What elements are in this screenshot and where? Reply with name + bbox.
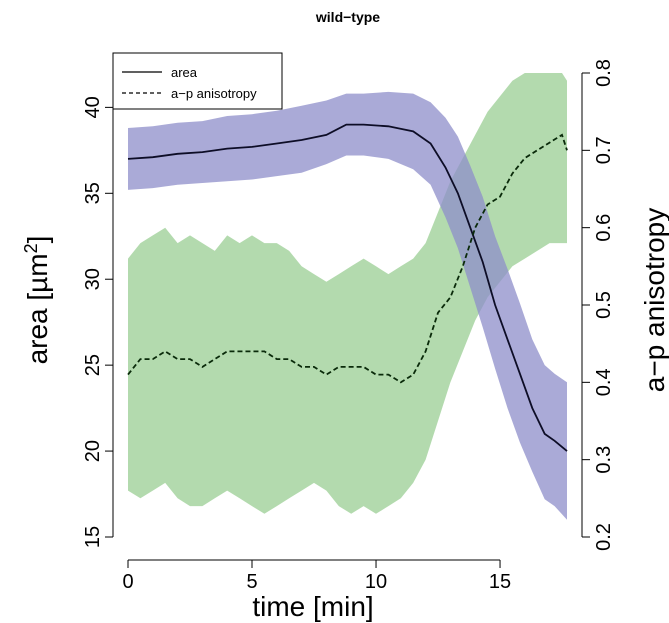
series-line-anisotropy: [127, 133, 568, 384]
y-right-tick-label: 0.7: [593, 136, 615, 164]
y-axis-right-label: a−p anisotropy: [639, 208, 669, 392]
x-axis-label: time [min]: [252, 591, 373, 622]
y-left-tick-label: 40: [82, 96, 104, 118]
legend-box: [112, 52, 283, 110]
confidence-bands: [128, 73, 567, 520]
y-axis-left: 15 20 25 30 35 40: [82, 96, 114, 548]
x-tick-label: 0: [122, 571, 133, 593]
y-left-tick-label: 30: [82, 268, 104, 290]
y-axis-right: 0.2 0.3 0.4 0.5 0.6 0.7 0.8: [581, 59, 615, 551]
y-axis-left-label-main: area [µm: [22, 253, 53, 364]
band-area: [128, 91, 567, 520]
x-axis: 0 5 10 15: [122, 559, 511, 593]
y-left-tick-label: 35: [82, 182, 104, 204]
y-right-tick-label: 0.8: [593, 59, 615, 87]
x-tick-label: 15: [489, 571, 511, 593]
y-right-tick-label: 0.6: [593, 214, 615, 242]
legend-label-anisotropy: a−p anisotropy: [171, 86, 257, 101]
y-left-tick-label: 15: [82, 526, 104, 548]
series-lines: [127, 123, 568, 452]
y-axis-left-label: area [µm2]: [21, 236, 53, 365]
y-right-tick-label: 0.2: [593, 523, 615, 551]
legend: area a−p anisotropy: [112, 52, 283, 110]
y-right-tick-label: 0.5: [593, 291, 615, 319]
y-left-tick-label: 20: [82, 440, 104, 462]
y-left-tick-label: 25: [82, 354, 104, 376]
y-right-tick-label: 0.4: [593, 368, 615, 396]
y-axis-left-label-sup: 2: [21, 243, 41, 253]
y-axis-left-label-close: ]: [22, 236, 53, 244]
x-tick-label: 5: [246, 571, 257, 593]
x-tick-label: 10: [365, 571, 387, 593]
series-line-area: [127, 123, 568, 452]
legend-label-area: area: [171, 65, 198, 80]
chart-title: wild−type: [315, 9, 380, 25]
y-right-tick-label: 0.3: [593, 446, 615, 474]
